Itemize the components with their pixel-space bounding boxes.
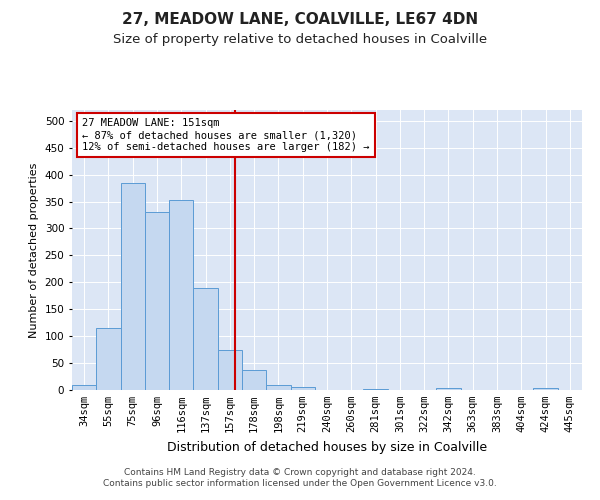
Y-axis label: Number of detached properties: Number of detached properties [29, 162, 39, 338]
Text: 27 MEADOW LANE: 151sqm
← 87% of detached houses are smaller (1,320)
12% of semi-: 27 MEADOW LANE: 151sqm ← 87% of detached… [82, 118, 370, 152]
Bar [145, 212, 169, 390]
Bar [242, 370, 266, 390]
Text: 27, MEADOW LANE, COALVILLE, LE67 4DN: 27, MEADOW LANE, COALVILLE, LE67 4DN [122, 12, 478, 28]
Bar [436, 388, 461, 390]
Bar [121, 182, 145, 390]
Bar [96, 328, 121, 390]
Text: Contains HM Land Registry data © Crown copyright and database right 2024.
Contai: Contains HM Land Registry data © Crown c… [103, 468, 497, 487]
Bar [266, 384, 290, 390]
Bar [193, 288, 218, 390]
Bar [290, 387, 315, 390]
Bar [169, 200, 193, 390]
Bar [533, 388, 558, 390]
Bar [218, 350, 242, 390]
X-axis label: Distribution of detached houses by size in Coalville: Distribution of detached houses by size … [167, 440, 487, 454]
Bar [72, 384, 96, 390]
Text: Size of property relative to detached houses in Coalville: Size of property relative to detached ho… [113, 32, 487, 46]
